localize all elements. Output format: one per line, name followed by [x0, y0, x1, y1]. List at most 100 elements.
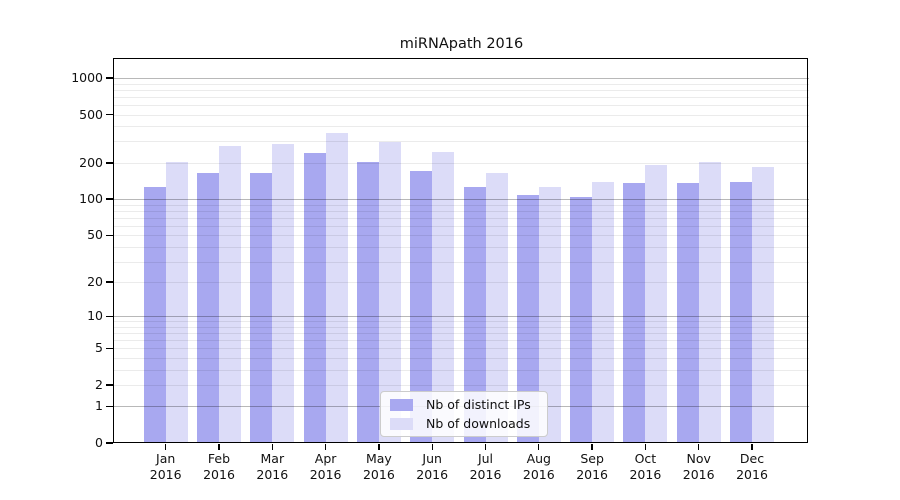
y-tick-mark — [106, 198, 113, 200]
x-tick-mark — [165, 444, 167, 450]
x-tick-mark — [484, 444, 487, 450]
legend-row-distinct-ips: Nb of distinct IPs — [390, 397, 547, 412]
minor-gridline — [114, 89, 809, 91]
bar-distinct-ips — [303, 152, 326, 443]
bar-downloads — [698, 162, 721, 443]
minor-gridline — [114, 126, 809, 128]
x-tick-month: Feb — [207, 451, 231, 466]
y-tick-mark — [106, 384, 113, 386]
x-tick-month: Aug — [526, 451, 551, 466]
chart-title: miRNApath 2016 — [399, 36, 524, 52]
x-tick-label: Jun 2016 — [405, 451, 459, 482]
y-tick-label: 1 — [95, 398, 103, 414]
bar-distinct-ips — [143, 186, 166, 443]
x-tick-mark — [324, 444, 327, 450]
x-tick-label: May 2016 — [352, 451, 406, 482]
x-tick-month: Apr — [314, 451, 337, 466]
x-tick-label: Mar 2016 — [245, 451, 299, 482]
bar-downloads — [432, 151, 455, 443]
x-tick-mark — [751, 444, 753, 450]
x-tick-year: 2016 — [469, 466, 502, 482]
bar-distinct-ips — [463, 186, 486, 443]
bar-distinct-ips — [623, 182, 646, 443]
x-tick-mark — [538, 444, 540, 450]
minor-gridline — [114, 141, 809, 143]
legend-swatch-downloads-icon — [390, 417, 413, 430]
major-gridline — [114, 78, 809, 79]
y-tick-label: 5 — [95, 340, 103, 356]
minor-gridline — [114, 104, 809, 106]
x-tick-year: 2016 — [522, 466, 555, 482]
x-tick-month: Oct — [634, 451, 657, 466]
bar-downloads — [272, 143, 295, 443]
bar-downloads — [325, 133, 348, 443]
y-tick-mark — [106, 442, 113, 444]
x-tick-label: Feb 2016 — [192, 451, 246, 482]
x-tick-year: 2016 — [362, 466, 395, 482]
bar-distinct-ips — [356, 161, 379, 443]
x-tick-mark — [271, 444, 273, 450]
minor-gridline — [114, 96, 809, 98]
y-tick-mark — [106, 162, 113, 164]
x-tick-month: Jan — [156, 451, 176, 466]
y-tick-label: 2 — [95, 376, 103, 392]
x-tick-month: Jun — [422, 451, 442, 466]
x-tick-mark — [218, 444, 220, 450]
bar-downloads — [219, 145, 241, 443]
y-tick-mark — [106, 281, 113, 283]
bar-distinct-ips — [410, 171, 433, 443]
x-tick-year: 2016 — [256, 466, 289, 482]
y-tick-label: 500 — [79, 106, 103, 122]
x-tick-month: May — [365, 451, 392, 466]
y-tick-label: 200 — [79, 154, 103, 170]
x-tick-mark — [644, 444, 647, 450]
bar-downloads — [645, 164, 668, 443]
bar-distinct-ips — [570, 197, 593, 443]
x-tick-label: Jul 2016 — [459, 451, 513, 482]
bar-downloads — [538, 187, 561, 443]
bar-downloads — [592, 182, 615, 443]
x-tick-month: Sep — [580, 451, 604, 466]
y-tick-label: 0 — [95, 435, 103, 450]
legend-swatch-ips-icon — [390, 398, 413, 411]
x-tick-year: 2016 — [736, 466, 768, 482]
bar-distinct-ips — [730, 182, 752, 443]
minor-gridline — [114, 83, 809, 85]
bar-downloads — [165, 161, 188, 443]
x-tick-label: Nov 2016 — [672, 451, 726, 482]
y-tick-mark — [106, 405, 113, 408]
x-tick-year: 2016 — [682, 466, 715, 482]
bar-distinct-ips — [197, 172, 219, 443]
y-tick-mark — [106, 113, 113, 116]
x-tick-label: Apr 2016 — [299, 451, 353, 482]
bar-distinct-ips — [250, 172, 273, 443]
y-tick-label: 10 — [87, 308, 103, 324]
x-tick-year: 2016 — [629, 466, 662, 482]
legend-label-distinct-ips: Nb of distinct IPs — [426, 397, 531, 412]
x-tick-mark — [431, 444, 433, 450]
y-tick-mark — [106, 347, 113, 350]
x-tick-year: 2016 — [203, 466, 235, 482]
x-tick-mark — [378, 444, 380, 450]
x-tick-year: 2016 — [416, 466, 449, 482]
x-tick-label: Dec 2016 — [725, 451, 779, 482]
y-tick-label: 1000 — [71, 70, 103, 85]
x-tick-month: Jul — [477, 451, 494, 466]
y-tick-mark — [106, 315, 113, 317]
legend-label-downloads: Nb of downloads — [426, 416, 531, 431]
y-tick-label: 50 — [87, 227, 103, 243]
x-tick-label: Jan 2016 — [139, 451, 193, 482]
x-tick-month: Mar — [260, 451, 285, 466]
x-tick-mark — [698, 444, 700, 450]
legend: Nb of distinct IPs Nb of downloads — [380, 391, 548, 437]
legend-row-downloads: Nb of downloads — [390, 416, 547, 431]
x-tick-label: Sep 2016 — [565, 451, 619, 482]
x-tick-mark — [591, 444, 593, 450]
y-tick-label: 20 — [87, 274, 103, 290]
x-tick-month: Nov — [686, 451, 711, 466]
minor-gridline — [114, 114, 809, 116]
y-tick-mark — [106, 77, 113, 79]
x-tick-month: Dec — [739, 451, 765, 466]
y-tick-mark — [106, 234, 113, 236]
